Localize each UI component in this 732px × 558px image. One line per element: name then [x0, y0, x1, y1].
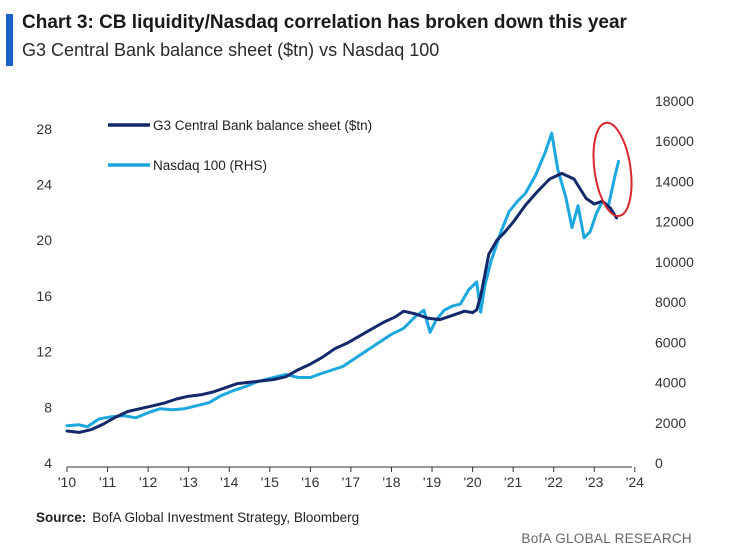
- x-tick-label: '19: [423, 474, 441, 490]
- x-tick-label: '15: [261, 474, 279, 490]
- left-tick-label: 16: [36, 288, 52, 304]
- x-tick-label: '17: [342, 474, 360, 490]
- right-tick-label: 12000: [655, 214, 694, 230]
- right-tick-label: 8000: [655, 294, 686, 310]
- left-axis-ticks: 4 8 12 16 20 24 28: [36, 121, 52, 471]
- highlight-circle: [592, 121, 633, 217]
- source-text: BofA Global Investment Strategy, Bloombe…: [92, 510, 360, 525]
- left-tick-label: 20: [36, 232, 52, 248]
- x-tick-label: '11: [99, 474, 116, 490]
- source-label: Source:: [36, 510, 87, 525]
- right-tick-label: 6000: [655, 334, 686, 350]
- right-tick-label: 2000: [655, 415, 686, 431]
- brand-footer: BofA GLOBAL RESEARCH: [521, 531, 692, 546]
- x-tick-label: '23: [585, 474, 603, 490]
- legend-label-nasdaq: Nasdaq 100 (RHS): [153, 158, 267, 173]
- right-axis-ticks: 0 2000 4000 6000 8000 10000 12000 14000 16000 180…: [655, 93, 694, 471]
- x-tick-label: '14: [220, 474, 238, 490]
- right-tick-label: 10000: [655, 254, 694, 270]
- series-layer: [65, 131, 621, 434]
- right-tick-label: 4000: [655, 375, 686, 391]
- x-tick-label: '22: [545, 474, 563, 490]
- x-tick-label: '12: [139, 474, 157, 490]
- left-tick-label: 4: [44, 455, 52, 471]
- right-tick-label: 0: [655, 455, 663, 471]
- left-tick-label: 8: [44, 399, 52, 415]
- left-tick-label: 24: [36, 177, 52, 193]
- x-tick-label: '20: [463, 474, 481, 490]
- legend: G3 Central Bank balance sheet ($tn) Nasd…: [108, 118, 372, 173]
- x-tick-label: '13: [180, 474, 198, 490]
- chart-title: Chart 3: CB liquidity/Nasdaq correlation…: [22, 12, 627, 33]
- left-tick-label: 12: [36, 344, 52, 360]
- x-axis-ticks: '10 '11 '12 '13 '14 '15 '16 '17 '18 '19 '20 '21 '22 '…: [58, 467, 644, 490]
- x-tick-label: '10: [58, 474, 76, 490]
- x-tick-label: '16: [301, 474, 319, 490]
- x-tick-label: '18: [382, 474, 400, 490]
- left-tick-label: 28: [36, 121, 52, 137]
- right-tick-label: 16000: [655, 133, 694, 149]
- source-note: Source: BofA Global Investment Strategy, …: [36, 510, 359, 525]
- nasdaq-line: [65, 131, 621, 429]
- right-tick-label: 18000: [655, 93, 694, 109]
- right-tick-label: 14000: [655, 173, 694, 189]
- balance-sheet-line: [65, 171, 619, 434]
- x-tick-label: '21: [504, 474, 522, 490]
- title-accent-bar: [6, 14, 13, 66]
- legend-label-balance-sheet: G3 Central Bank balance sheet ($tn): [153, 118, 372, 133]
- chart-subtitle: G3 Central Bank balance sheet ($tn) vs N…: [22, 40, 440, 60]
- x-tick-label: '24: [626, 474, 644, 490]
